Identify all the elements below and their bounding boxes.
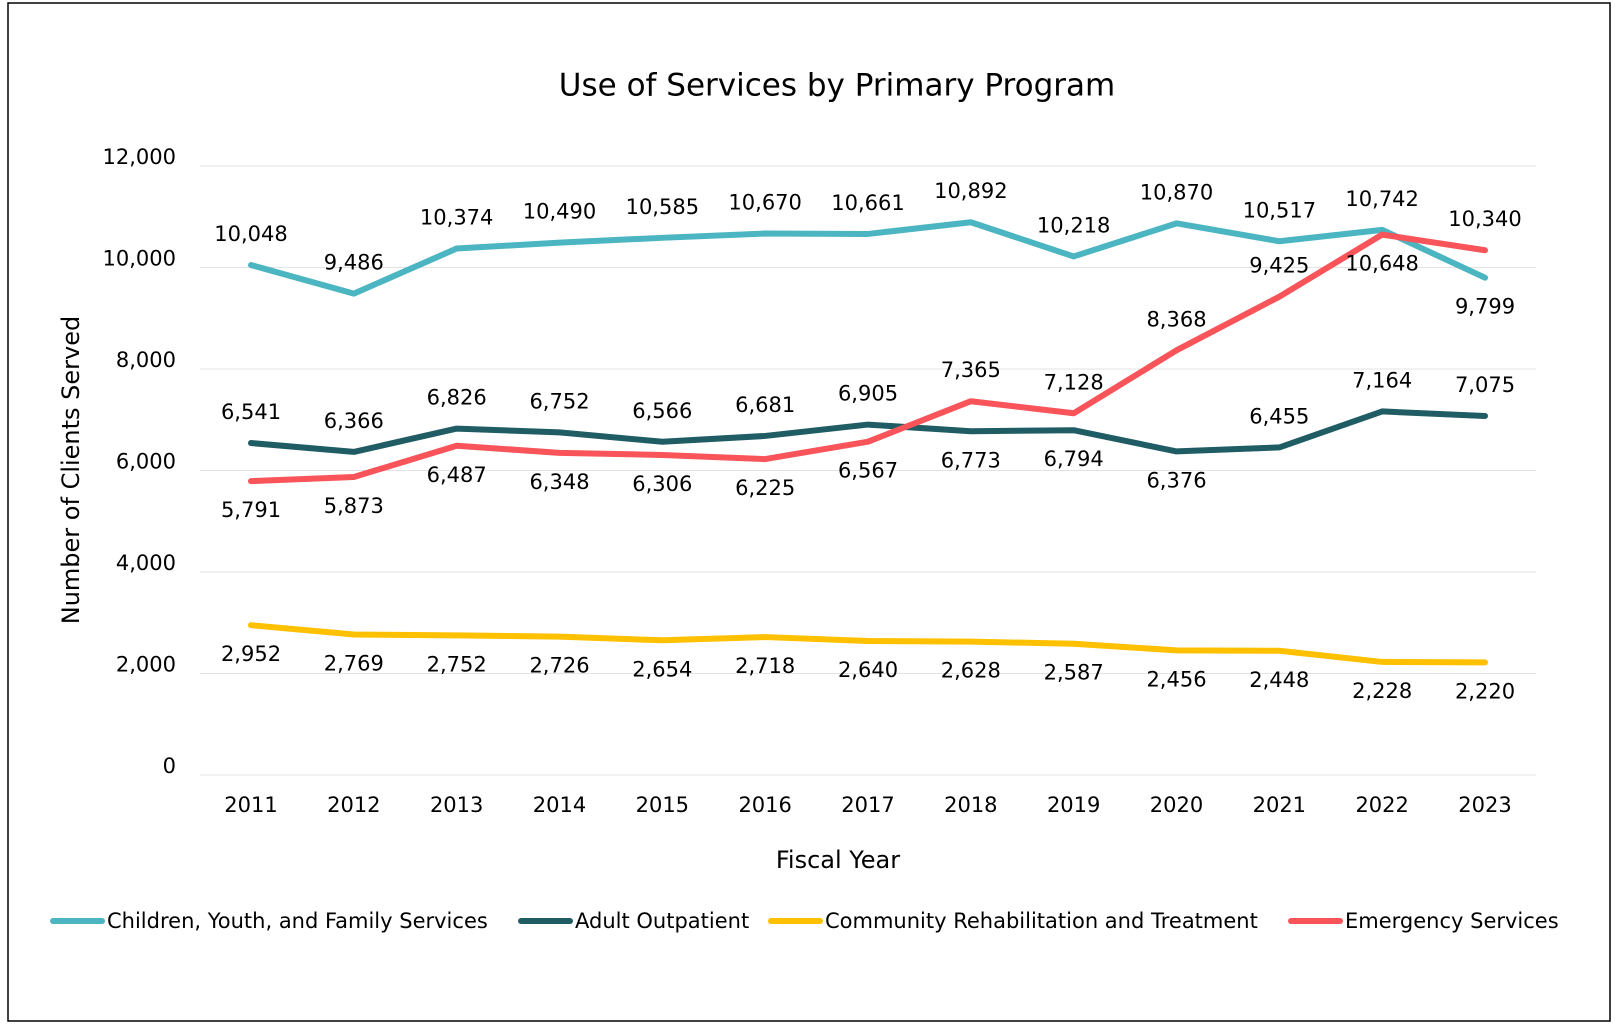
data-label: 6,794 [1044, 447, 1104, 471]
data-label: 10,048 [214, 222, 287, 246]
data-label: 10,661 [831, 191, 904, 215]
data-label: 6,681 [735, 393, 795, 417]
x-tick-label: 2018 [944, 793, 997, 817]
data-label: 6,773 [941, 448, 1001, 472]
data-label: 10,670 [728, 190, 801, 214]
data-label: 2,952 [221, 642, 281, 666]
x-tick-label: 2015 [636, 793, 689, 817]
data-label: 5,873 [324, 494, 384, 518]
series-line [248, 622, 1488, 666]
y-axis-title: Number of Clients Served [57, 316, 85, 624]
data-label: 2,718 [735, 654, 795, 678]
data-label: 10,742 [1345, 187, 1418, 211]
data-label: 6,455 [1249, 404, 1309, 428]
data-label: 6,487 [427, 463, 487, 487]
data-label: 6,306 [632, 472, 692, 496]
legend-label: Community Rehabilitation and Treatment [825, 909, 1258, 933]
data-label: 10,870 [1140, 180, 1213, 204]
data-label: 2,228 [1352, 679, 1412, 703]
data-label: 10,585 [626, 195, 699, 219]
data-label: 6,541 [221, 400, 281, 424]
series-line [248, 231, 1488, 485]
data-label: 9,486 [324, 251, 384, 275]
data-label: 6,348 [529, 470, 589, 494]
data-label: 10,892 [934, 179, 1007, 203]
y-tick-label: 8,000 [116, 348, 176, 372]
x-tick-label: 2020 [1150, 793, 1203, 817]
data-label: 2,769 [324, 651, 384, 675]
data-label: 2,640 [838, 658, 898, 682]
legend-label: Emergency Services [1345, 909, 1559, 933]
x-tick-label: 2011 [224, 793, 277, 817]
data-label: 10,517 [1243, 198, 1316, 222]
series-line [248, 408, 1488, 455]
legend-label: Adult Outpatient [575, 909, 749, 933]
x-tick-label: 2017 [841, 793, 894, 817]
data-label: 2,726 [529, 654, 589, 678]
data-label: 2,456 [1146, 667, 1206, 691]
y-tick-label: 10,000 [103, 247, 176, 271]
chart-frame [7, 2, 1611, 1022]
data-label: 2,448 [1249, 668, 1309, 692]
data-label: 7,164 [1352, 368, 1412, 392]
data-label: 7,365 [941, 358, 1001, 382]
chart-title: Use of Services by Primary Program [559, 68, 1115, 104]
data-label: 6,567 [838, 459, 898, 483]
data-label: 8,368 [1146, 307, 1206, 331]
y-tick-label: 4,000 [116, 551, 176, 575]
x-tick-label: 2016 [738, 793, 791, 817]
y-tick-label: 2,000 [116, 653, 176, 677]
x-tick-label: 2019 [1047, 793, 1100, 817]
x-axis-title: Fiscal Year [776, 846, 900, 874]
x-tick-label: 2014 [533, 793, 586, 817]
series-line [248, 219, 1488, 297]
data-label: 2,752 [427, 652, 487, 676]
y-tick-label: 0 [163, 754, 176, 778]
data-label: 2,587 [1044, 661, 1104, 685]
data-label: 6,905 [838, 382, 898, 406]
data-label: 7,075 [1455, 373, 1515, 397]
data-label: 10,340 [1448, 207, 1521, 231]
data-label: 2,628 [941, 659, 1001, 683]
y-tick-label: 6,000 [116, 450, 176, 474]
data-label: 6,566 [632, 399, 692, 423]
x-tick-label: 2012 [327, 793, 380, 817]
data-label: 6,752 [529, 389, 589, 413]
data-label: 10,490 [523, 200, 596, 224]
data-label: 5,791 [221, 498, 281, 522]
data-label: 7,128 [1044, 370, 1104, 394]
data-label: 9,425 [1249, 254, 1309, 278]
data-label: 6,826 [427, 386, 487, 410]
data-label: 6,366 [324, 409, 384, 433]
x-tick-label: 2013 [430, 793, 483, 817]
data-label: 2,654 [632, 657, 692, 681]
data-label: 9,799 [1455, 295, 1515, 319]
data-label: 10,648 [1345, 252, 1418, 276]
y-tick-label: 12,000 [103, 145, 176, 169]
data-label: 6,376 [1146, 468, 1206, 492]
data-label: 2,220 [1455, 679, 1515, 703]
x-tick-label: 2022 [1355, 793, 1408, 817]
x-tick-label: 2021 [1253, 793, 1306, 817]
x-tick-label: 2023 [1458, 793, 1511, 817]
data-label: 10,374 [420, 206, 493, 230]
data-label: 6,225 [735, 476, 795, 500]
data-label: 10,218 [1037, 213, 1110, 237]
legend-label: Children, Youth, and Family Services [107, 909, 488, 933]
